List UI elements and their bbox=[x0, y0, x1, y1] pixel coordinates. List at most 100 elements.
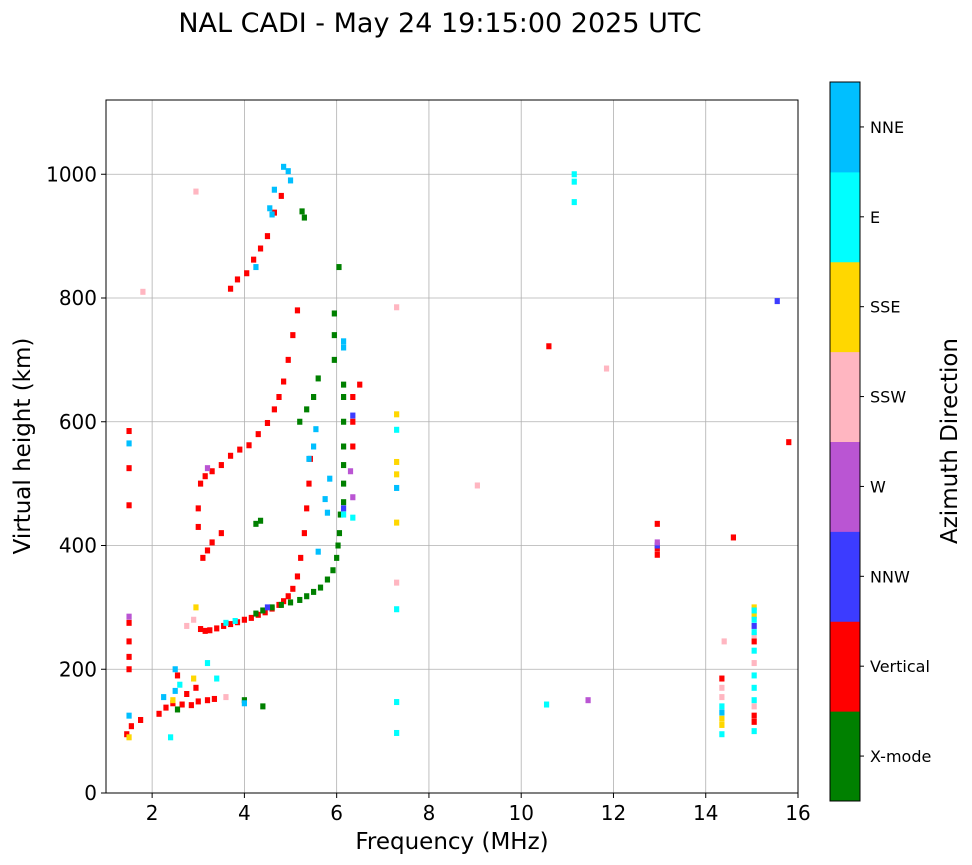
data-point bbox=[269, 211, 275, 218]
data-point bbox=[751, 660, 757, 667]
data-point bbox=[126, 619, 132, 626]
data-point bbox=[191, 675, 197, 682]
data-point bbox=[311, 443, 317, 450]
x-tick-label: 2 bbox=[146, 801, 159, 825]
data-point bbox=[204, 547, 211, 554]
data-point bbox=[253, 264, 259, 271]
data-point bbox=[337, 511, 343, 518]
colorbar-tick-label: E bbox=[870, 208, 880, 227]
data-point bbox=[340, 505, 347, 512]
data-point bbox=[241, 616, 247, 623]
data-point bbox=[324, 576, 331, 583]
data-point bbox=[126, 653, 132, 660]
data-point bbox=[340, 480, 347, 487]
data-point bbox=[227, 452, 234, 459]
data-point bbox=[394, 484, 400, 491]
series-sse bbox=[126, 411, 757, 741]
x-axis-ticks: 2 4 6 8 10 12 14 16 bbox=[146, 793, 811, 825]
data-point bbox=[241, 697, 247, 704]
data-point bbox=[340, 499, 347, 506]
data-point bbox=[719, 703, 725, 710]
data-point bbox=[301, 214, 307, 221]
series-w bbox=[126, 465, 660, 704]
data-point bbox=[276, 394, 282, 400]
x-tick-label: 16 bbox=[785, 801, 810, 825]
data-point bbox=[336, 530, 343, 537]
data-point bbox=[290, 585, 296, 592]
data-point bbox=[340, 338, 347, 345]
data-point bbox=[751, 632, 757, 639]
data-point bbox=[290, 332, 296, 339]
data-point bbox=[306, 480, 312, 487]
data-point bbox=[751, 684, 757, 691]
data-point bbox=[204, 697, 211, 704]
data-point bbox=[156, 710, 162, 717]
data-point bbox=[334, 554, 340, 561]
data-point bbox=[751, 703, 757, 710]
colorbar-tick-label: SSE bbox=[870, 298, 900, 317]
data-point bbox=[172, 666, 178, 673]
data-point bbox=[197, 480, 204, 487]
data-point bbox=[255, 431, 261, 438]
data-point bbox=[394, 471, 400, 478]
colorbar-tick-label: SSW bbox=[870, 388, 906, 407]
data-point bbox=[195, 505, 201, 512]
data-point bbox=[311, 588, 317, 595]
data-point bbox=[161, 694, 167, 701]
data-point bbox=[251, 256, 257, 263]
data-point bbox=[654, 551, 660, 558]
data-point bbox=[340, 381, 347, 388]
data-point bbox=[126, 440, 132, 447]
y-axis-ticks: 0 200 400 600 800 1000 bbox=[46, 162, 106, 805]
data-point bbox=[207, 627, 213, 634]
data-point bbox=[297, 418, 303, 425]
data-point bbox=[227, 285, 234, 292]
colorbar-tick-label: Vertical bbox=[870, 657, 930, 676]
data-point bbox=[197, 626, 204, 633]
data-point bbox=[264, 604, 271, 611]
data-point bbox=[214, 675, 220, 682]
data-point bbox=[603, 365, 610, 372]
data-point bbox=[126, 734, 132, 741]
data-point bbox=[304, 593, 310, 600]
data-point bbox=[350, 443, 356, 450]
data-point bbox=[184, 691, 190, 697]
data-point bbox=[322, 496, 328, 503]
data-point bbox=[271, 406, 277, 413]
data-point bbox=[350, 412, 356, 419]
data-points bbox=[124, 163, 792, 741]
data-point bbox=[184, 622, 190, 629]
data-point bbox=[209, 468, 215, 475]
x-tick-label: 4 bbox=[238, 801, 251, 825]
data-point bbox=[126, 613, 132, 620]
data-point bbox=[654, 520, 660, 527]
plot-frame bbox=[105, 99, 799, 794]
data-point bbox=[751, 612, 757, 619]
data-point bbox=[571, 178, 577, 185]
data-point bbox=[246, 442, 252, 449]
data-point bbox=[304, 406, 310, 413]
data-point bbox=[285, 593, 291, 600]
data-point bbox=[294, 573, 301, 580]
data-point bbox=[260, 703, 266, 710]
data-point bbox=[188, 702, 194, 709]
data-point bbox=[350, 418, 356, 425]
data-point bbox=[786, 439, 792, 446]
data-point bbox=[336, 264, 342, 271]
data-point bbox=[227, 621, 234, 628]
data-point bbox=[394, 579, 400, 586]
data-point bbox=[331, 310, 337, 317]
data-point bbox=[571, 199, 577, 206]
colorbar-tick-label: NNW bbox=[870, 567, 910, 586]
data-point bbox=[394, 519, 400, 526]
data-point bbox=[751, 697, 757, 704]
data-point bbox=[394, 426, 400, 433]
data-point bbox=[394, 304, 400, 311]
data-point bbox=[278, 601, 284, 608]
data-point bbox=[200, 554, 206, 561]
data-point bbox=[195, 523, 201, 530]
data-point bbox=[654, 545, 660, 552]
data-point bbox=[281, 598, 287, 605]
data-point bbox=[719, 684, 725, 691]
y-tick-label: 0 bbox=[84, 781, 97, 805]
